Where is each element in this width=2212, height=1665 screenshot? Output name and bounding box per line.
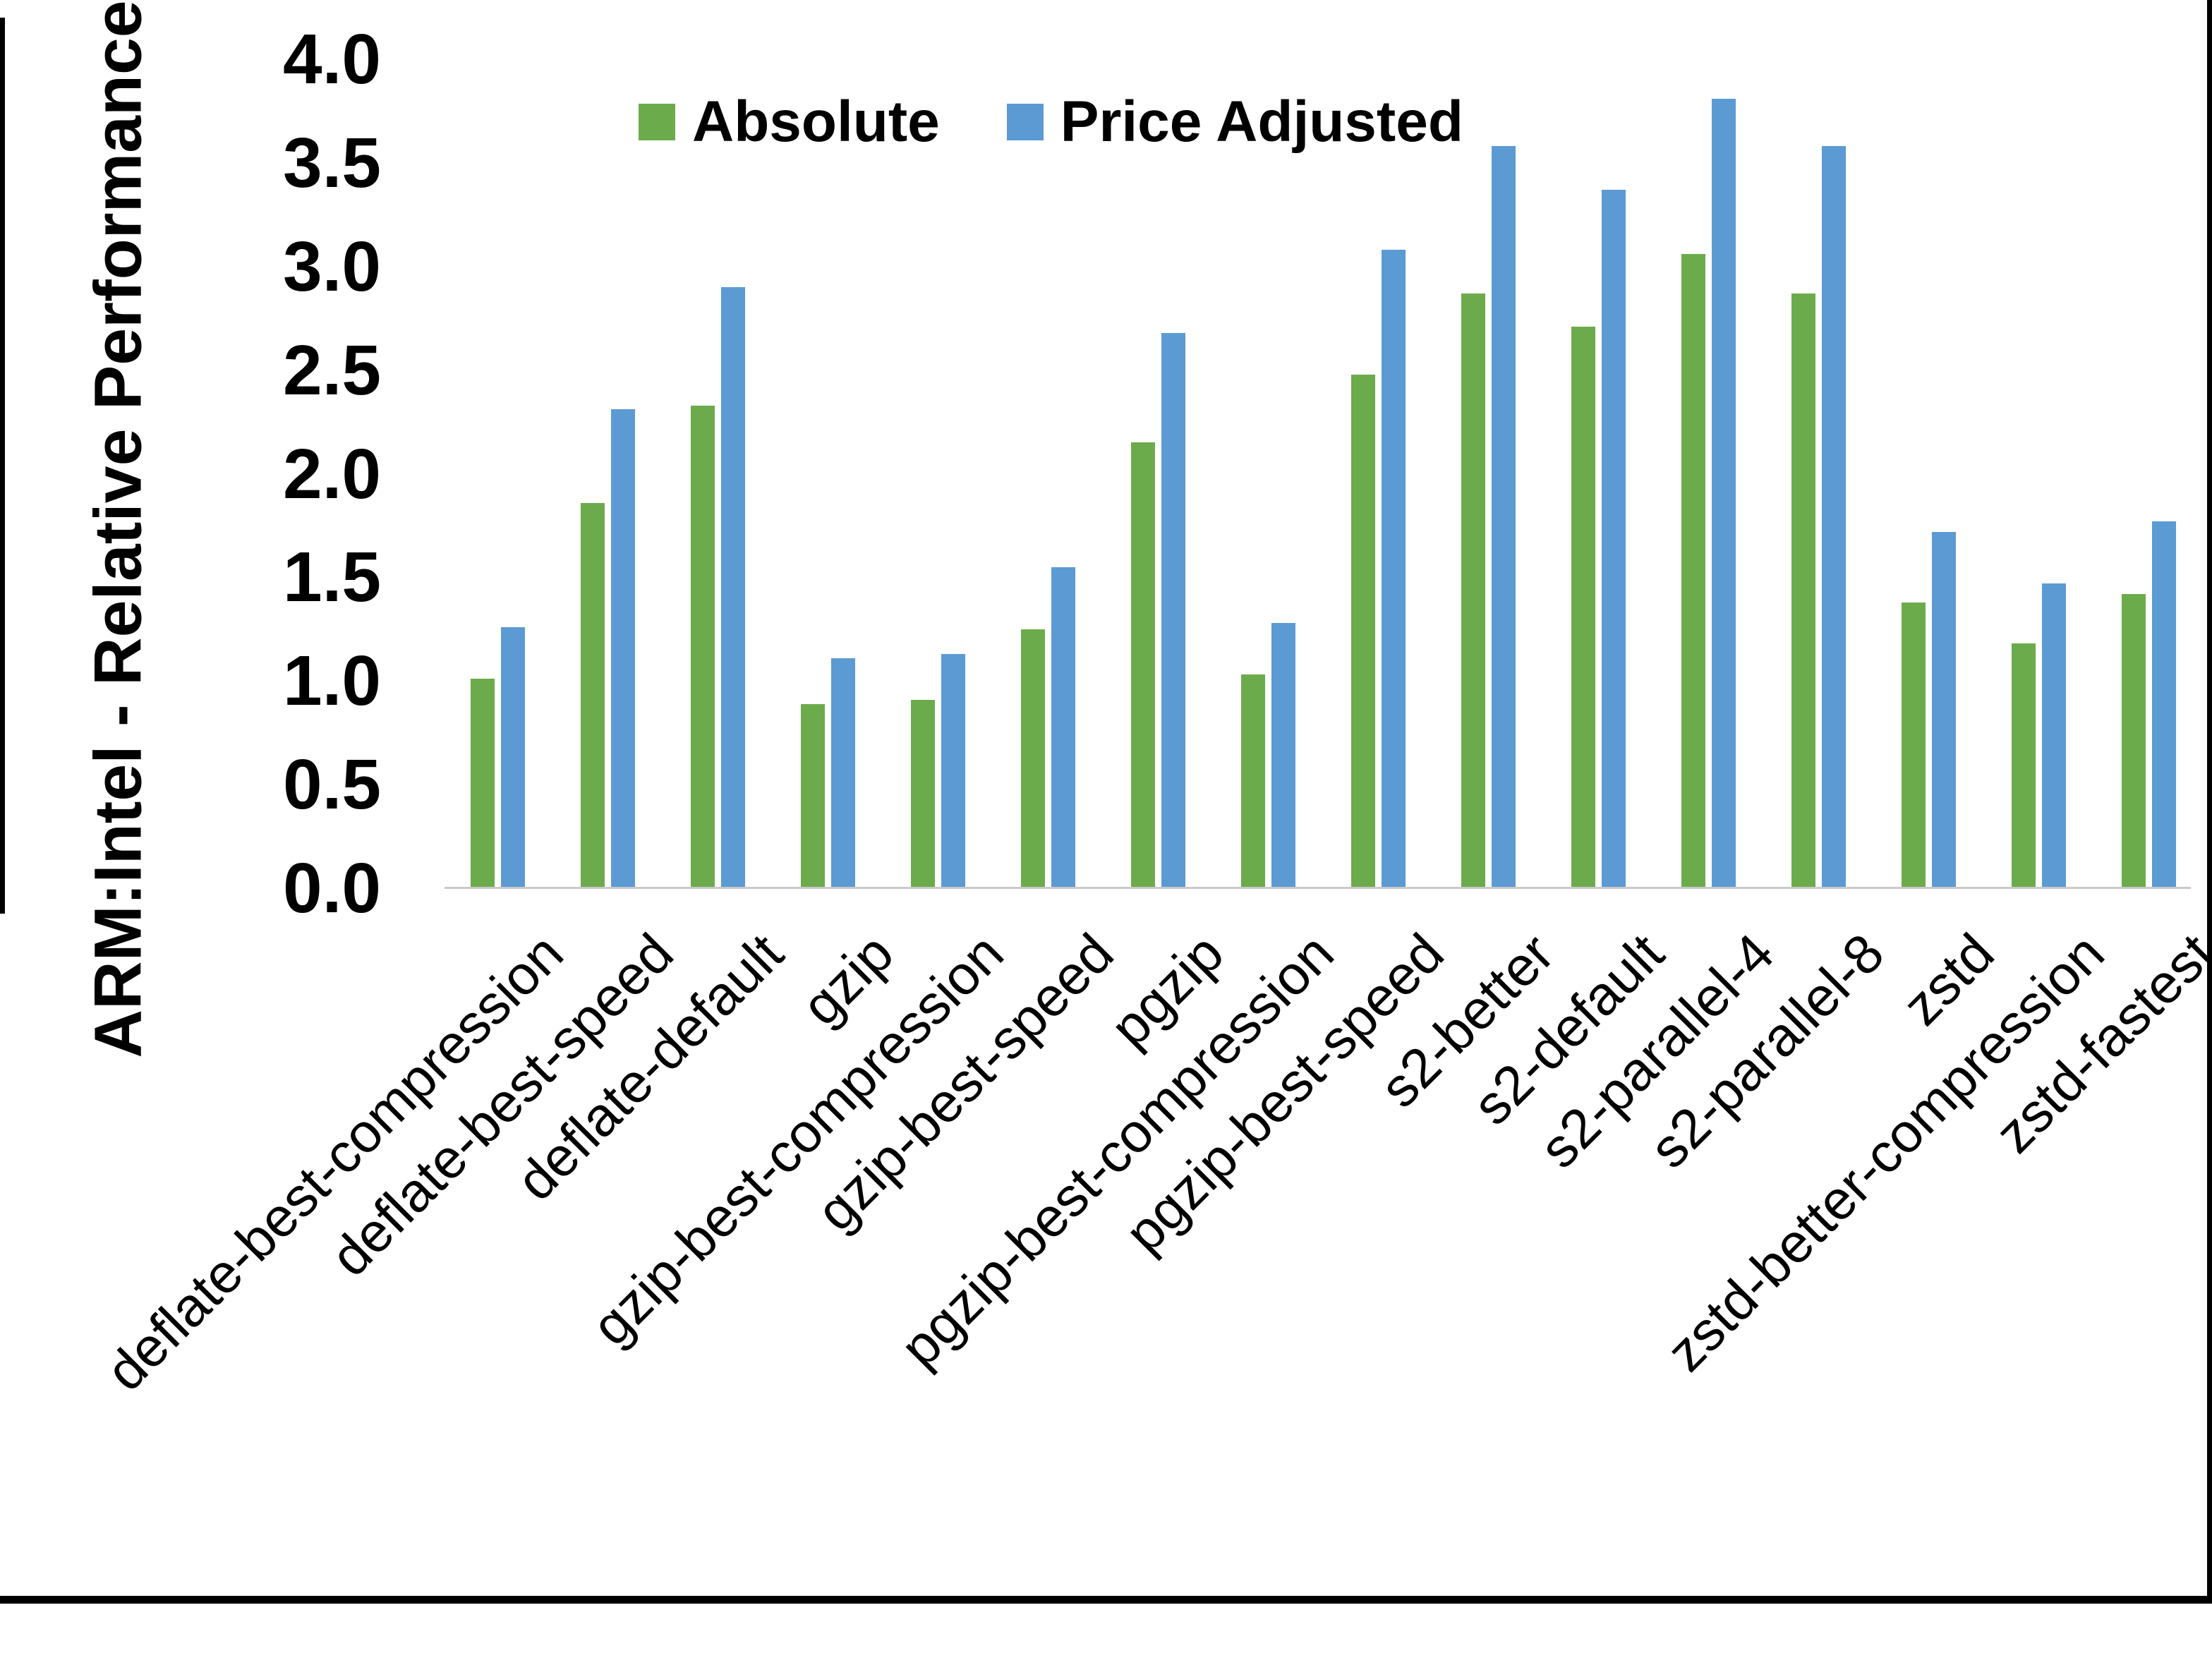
legend-label-absolute: Absolute: [692, 90, 940, 154]
bar-absolute-gzip-best-speed: [1021, 629, 1045, 888]
bar-price-adjusted-deflate-best-speed: [611, 409, 635, 888]
bar-price-adjusted-s2-parallel-8: [1822, 146, 1846, 888]
y-tick-label-1.0: 1.0: [282, 641, 381, 721]
border-bottom: [0, 1596, 2212, 1604]
bar-absolute-pgzip-best-compression: [1241, 674, 1265, 888]
x-axis-line: [445, 887, 2191, 889]
bar-absolute-s2-parallel-8: [1791, 293, 1815, 888]
bar-price-adjusted-pgzip: [1161, 332, 1185, 888]
bar-price-adjusted-deflate-best-compression: [501, 626, 525, 888]
bar-price-adjusted-gzip-best-speed: [1051, 567, 1075, 888]
bar-price-adjusted-s2-default: [1602, 190, 1626, 888]
y-tick-label-2.0: 2.0: [282, 434, 381, 514]
y-tick-label-4.0: 4.0: [282, 20, 381, 99]
border-left: [0, 18, 5, 914]
bar-price-adjusted-zstd: [1932, 531, 1956, 888]
bar-absolute-s2-parallel-4: [1681, 254, 1705, 888]
bar-price-adjusted-s2-parallel-4: [1712, 98, 1736, 888]
bar-absolute-deflate-default: [691, 405, 715, 888]
y-tick-label-1.5: 1.5: [282, 538, 381, 617]
bar-absolute-zstd-fastest: [2122, 593, 2146, 888]
chart-legend: Absolute Price Adjusted: [639, 89, 1463, 155]
y-axis-title: ARM:Intel - Relative Performance: [80, 0, 156, 1058]
bar-absolute-zstd: [1902, 602, 1926, 888]
legend-swatch-absolute: [639, 104, 675, 140]
bar-absolute-s2-default: [1571, 326, 1595, 888]
border-right: [2207, 0, 2212, 1604]
y-tick-label-2.5: 2.5: [282, 330, 381, 410]
bar-absolute-deflate-best-compression: [471, 679, 495, 888]
bar-price-adjusted-s2-better: [1492, 146, 1516, 888]
bar-absolute-gzip-best-compression: [911, 699, 935, 888]
bar-price-adjusted-deflate-default: [721, 287, 745, 888]
legend-swatch-price-adjusted: [1006, 104, 1044, 140]
bar-absolute-zstd-better-compression: [2012, 643, 2036, 888]
bar-absolute-pgzip-best-speed: [1351, 374, 1375, 888]
bar-price-adjusted-gzip: [831, 658, 855, 888]
bar-absolute-deflate-best-speed: [581, 502, 605, 888]
y-tick-label-3.0: 3.0: [282, 226, 381, 306]
y-tick-label-3.5: 3.5: [282, 123, 381, 202]
bar-price-adjusted-zstd-fastest: [2152, 521, 2176, 888]
bar-price-adjusted-zstd-better-compression: [2042, 583, 2066, 888]
y-tick-label-0.0: 0.0: [282, 849, 381, 928]
bar-absolute-s2-better: [1461, 293, 1485, 888]
legend-label-price-adjusted: Price Adjusted: [1060, 90, 1463, 154]
bar-price-adjusted-gzip-best-compression: [941, 654, 965, 888]
bar-price-adjusted-pgzip-best-speed: [1382, 250, 1406, 888]
bar-price-adjusted-pgzip-best-compression: [1271, 623, 1295, 888]
bar-absolute-pgzip: [1131, 442, 1155, 888]
y-tick-label-0.5: 0.5: [282, 745, 381, 825]
bar-absolute-gzip: [801, 703, 825, 888]
